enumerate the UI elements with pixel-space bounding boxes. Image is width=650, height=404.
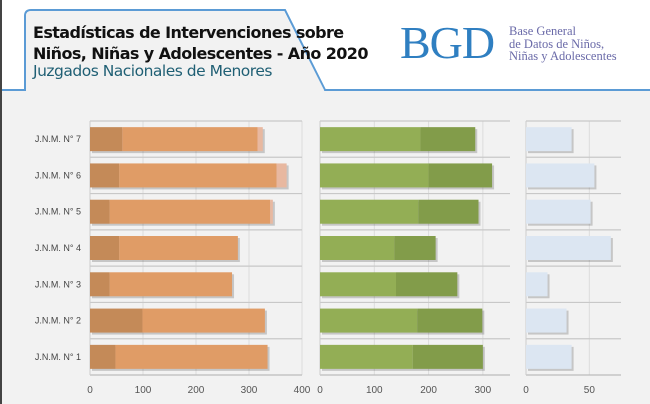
bar-segment <box>320 163 429 188</box>
bar-segment <box>396 272 458 297</box>
bar-segment <box>119 236 238 260</box>
category-label: J.N.M. N° 2 <box>35 316 81 326</box>
bar-segment <box>276 163 287 188</box>
bar-segment <box>418 199 479 224</box>
bar-segment <box>320 199 419 224</box>
bar-segment <box>526 308 567 333</box>
x-tick-label: 0 <box>317 385 323 396</box>
x-tick-label: 100 <box>366 385 383 396</box>
bar-segment <box>90 163 120 188</box>
bar-segment <box>90 308 143 333</box>
bar-segment <box>526 127 572 152</box>
chart-2: 0 100 200 300 <box>317 120 510 396</box>
bar-segment <box>420 127 476 152</box>
bar-segment <box>526 199 591 224</box>
bar-segment <box>412 344 483 369</box>
bar-segment <box>90 127 123 152</box>
x-tick-label: 50 <box>584 385 596 396</box>
bgd-logo-text: Base General de Datos de Niños, Niñas y Ad… <box>509 24 617 63</box>
chart-1: 0 100 200 300 400 J.N.M. N° 7 J.N.M. N° 6 J.N.M… <box>35 120 311 396</box>
x-tick-label: 400 <box>294 385 311 396</box>
bar-segment <box>526 163 595 188</box>
bar-segment <box>320 272 396 297</box>
bar-segment <box>320 127 421 152</box>
category-label: J.N.M. N° 7 <box>35 134 81 144</box>
bar-segment <box>526 344 572 369</box>
bar-segment <box>526 236 611 260</box>
bar-segment <box>115 344 268 369</box>
chart-3: 0 50 <box>523 120 621 396</box>
bar-segment <box>428 163 493 188</box>
category-label: J.N.M. N° 6 <box>35 170 81 180</box>
page-subtitle: Juzgados Nacionales de Menores <box>33 62 272 80</box>
category-label: J.N.M. N° 5 <box>35 207 81 217</box>
x-tick-label: 200 <box>420 385 437 396</box>
category-label: J.N.M. N° 1 <box>35 352 81 362</box>
header-tab-shape <box>2 9 650 91</box>
bar-segment <box>122 127 258 152</box>
bar-segment <box>320 344 413 369</box>
category-label: J.N.M. N° 4 <box>35 243 81 253</box>
bar-segment <box>142 308 265 333</box>
x-tick-label: 300 <box>241 385 258 396</box>
x-tick-label: 0 <box>87 385 93 396</box>
bar-segment <box>417 308 483 333</box>
bar-segment <box>119 163 277 188</box>
bar-segment <box>90 199 110 224</box>
x-tick-label: 0 <box>523 385 529 396</box>
bar-segment <box>270 199 273 224</box>
x-tick-label: 100 <box>135 385 152 396</box>
category-label: J.N.M. N° 3 <box>35 279 81 289</box>
bar-segment <box>90 272 110 297</box>
bar-segment <box>394 236 436 260</box>
bar-segment <box>90 344 116 369</box>
page-title: Estadísticas de Intervenciones sobre Niño… <box>33 23 368 63</box>
x-tick-label: 300 <box>475 385 492 396</box>
bar-segment <box>109 199 271 224</box>
bar-segment <box>257 127 263 152</box>
bar-segment <box>320 236 395 260</box>
x-tick-label: 200 <box>188 385 205 396</box>
bar-segment <box>320 308 418 333</box>
bar-segment <box>90 236 120 260</box>
bgd-logo: BGD <box>400 17 495 68</box>
header: Estadísticas de Intervenciones sobre Niño… <box>2 0 650 91</box>
bar-segment <box>109 272 233 297</box>
bar-segment <box>526 272 548 297</box>
